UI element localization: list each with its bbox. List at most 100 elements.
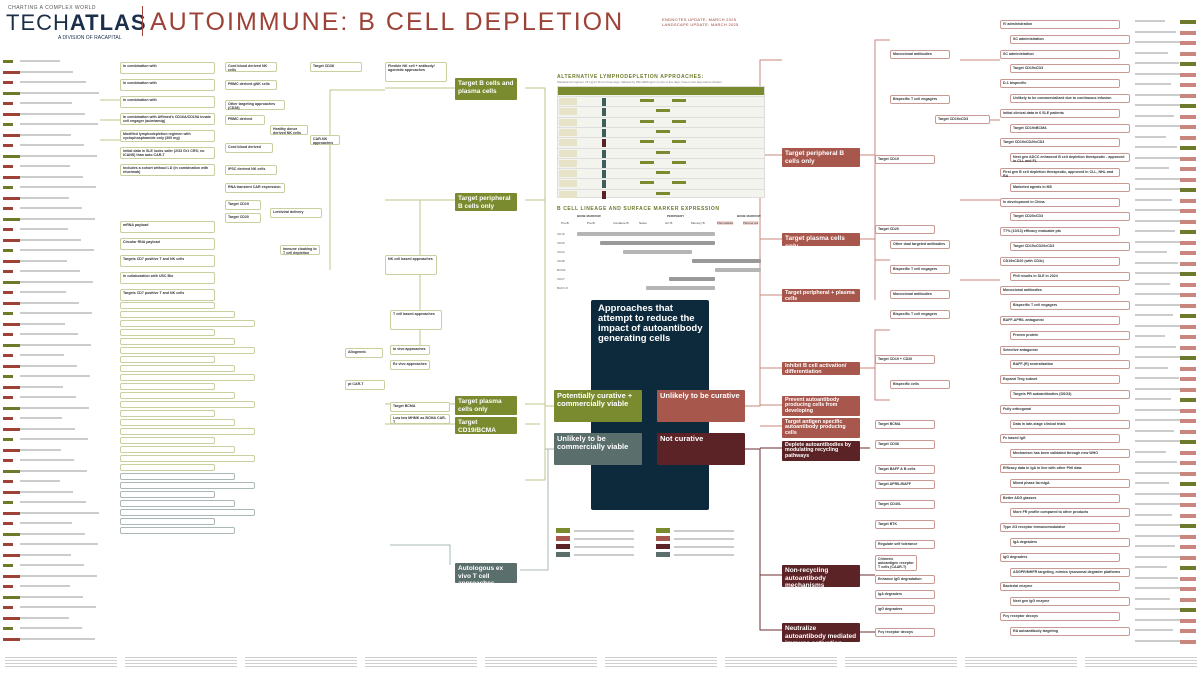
left-row-marker: [3, 186, 13, 189]
right-row-marker: [1180, 83, 1196, 87]
right-row-marker: [1180, 335, 1196, 339]
right-row-line: [1135, 62, 1179, 64]
node-target-cd19-bcma: Target CD19/BCMA: [455, 417, 517, 434]
right-item-box: Fully orthogonal: [1000, 404, 1120, 414]
right-row-line: [1135, 377, 1179, 379]
right-row-marker: [1180, 51, 1196, 56]
right-row-marker: [1180, 524, 1196, 528]
footer-line: [1085, 662, 1197, 665]
marker-bar: [577, 232, 715, 236]
table-bar: [672, 99, 686, 102]
left-row-line: [20, 207, 82, 209]
footer-line: [365, 657, 477, 659]
left-row-line: [20, 91, 99, 94]
left-row-line: [20, 154, 97, 157]
category-unlikely-viable: Unlikely to be commercially viable: [554, 433, 642, 465]
table-cell: [559, 98, 577, 105]
right-item-box: Fc based IgG: [1000, 434, 1120, 444]
left-row-line: [20, 637, 95, 640]
right-row-marker: [1180, 114, 1196, 119]
left-approach-box: PBMC derived: [225, 115, 265, 125]
left-row-line: [20, 522, 72, 524]
left-approach-box: Target CD38: [310, 62, 362, 72]
left-row-line: [20, 532, 85, 535]
left-row-marker: [3, 196, 20, 200]
left-item-box: In combination with: [120, 96, 215, 108]
right-row-marker: [1180, 156, 1196, 161]
left-row-marker: [3, 406, 20, 410]
table-marker: [602, 139, 606, 148]
left-detail-box: [120, 329, 215, 336]
right-row-marker: [1180, 429, 1196, 434]
left-row-marker: [3, 595, 20, 599]
left-detail-box: [120, 347, 255, 354]
left-row-marker: [3, 312, 13, 315]
footer-notes: [245, 657, 357, 671]
left-approach-box: Target BCMA: [390, 402, 450, 412]
right-row-line: [1135, 524, 1183, 526]
table-header: [558, 87, 764, 95]
right-row-line: [1135, 251, 1167, 253]
right-row-line: [1135, 398, 1171, 400]
left-approach-box: Flexible NK cell + antibody/ agonistic a…: [385, 62, 447, 82]
node-r-peripheral: Target peripheral B cells only: [782, 148, 860, 167]
right-row-line: [1135, 335, 1165, 337]
right-row-marker: [1180, 492, 1196, 497]
left-item-box: Initial data in SLE looks safer (2/33 Gr…: [120, 147, 215, 159]
table-cell: [559, 108, 577, 116]
right-row-marker: [1180, 135, 1196, 140]
right-row-marker: [1180, 293, 1196, 297]
right-item-box: IgA degraders: [1010, 538, 1130, 547]
right-row-line: [1135, 114, 1174, 117]
category-unlikely-curative: Unlikely to be curative: [657, 390, 745, 422]
footer-line: [485, 657, 597, 659]
right-item-box: IgG degraders: [1000, 552, 1120, 562]
table-row-divider: [558, 137, 764, 139]
right-row-line: [1135, 545, 1175, 547]
left-approach-box: Healthy donor derived NK cells: [270, 125, 308, 135]
lineage-group: PERIPHERY: [667, 214, 685, 218]
legend-swatch: [556, 536, 570, 541]
right-item-box: Better ADG glasses: [1000, 493, 1120, 503]
right-row-marker: [1180, 345, 1196, 350]
right-row-line: [1135, 230, 1175, 232]
right-row-marker: [1180, 167, 1196, 171]
footer-line: [845, 657, 957, 659]
right-row-marker: [1180, 188, 1196, 192]
right-row-marker: [1180, 555, 1196, 560]
right-row-marker: [1180, 503, 1196, 507]
left-row-marker: [3, 60, 13, 63]
left-row-line: [20, 616, 69, 619]
left-row-marker: [3, 322, 20, 326]
right-row-marker: [1180, 377, 1196, 381]
right-row-line: [1135, 293, 1181, 295]
right-item-box: BAFF-(R) neutralization: [1010, 360, 1130, 370]
right-row-marker: [1180, 629, 1196, 633]
table-bar: [672, 181, 686, 185]
right-item-box: Next gen IgG enzyme: [1010, 597, 1130, 607]
left-detail-box: [120, 365, 235, 372]
left-row-line: [20, 196, 69, 199]
right-row-line: [1135, 408, 1182, 411]
left-item-box: Targets CD7 positive T and NK cells: [120, 289, 215, 301]
central-title: Approaches that attempt to reduce the im…: [598, 303, 703, 344]
left-row-marker: [3, 606, 13, 609]
right-item-box: SC administration: [1000, 49, 1120, 59]
table-marker: [602, 118, 606, 127]
footer-notes: [725, 657, 837, 671]
left-row-marker: [3, 490, 20, 494]
right-row-line: [1135, 576, 1178, 579]
table-cell: [559, 180, 577, 188]
right-row-line: [1135, 587, 1189, 589]
left-row-line: [20, 585, 70, 587]
left-row-line: [20, 343, 91, 346]
left-approach-box: RNA transient CAR expression: [225, 183, 285, 193]
right-item-box: BAFF-APRIL antagonist: [1000, 316, 1120, 325]
right-row-marker: [1180, 450, 1196, 455]
left-row-marker: [3, 375, 13, 378]
tagline: CHARTING A COMPLEX WORLD: [8, 5, 97, 11]
right-row-marker: [1180, 72, 1196, 77]
footer-notes: [845, 657, 957, 671]
right-row-marker: [1180, 440, 1196, 444]
right-row-line: [1135, 503, 1191, 505]
